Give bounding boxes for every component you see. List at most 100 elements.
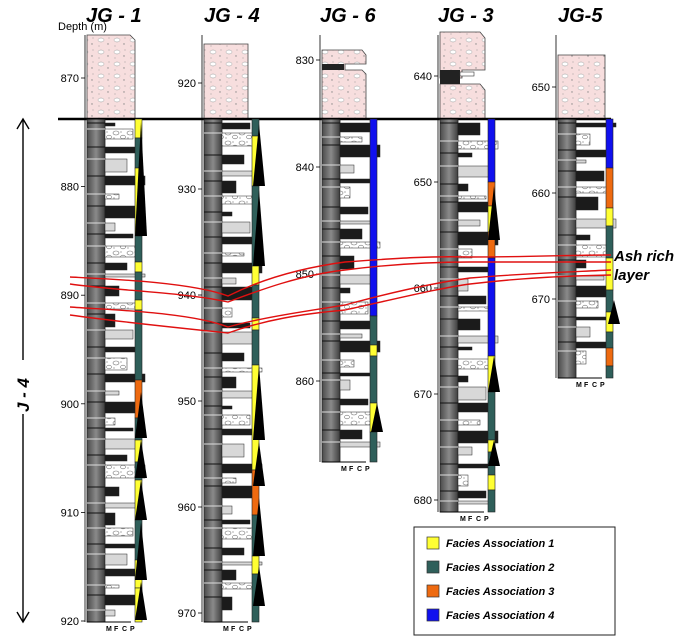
facies-interval [487, 489, 496, 513]
grain-scale-letter: C [592, 382, 597, 389]
depth-tick-label: 840 [296, 162, 314, 174]
grain-scale-letter: P [130, 626, 135, 633]
unit-j4-label: J - 4 [14, 377, 33, 412]
facies-interval [605, 118, 614, 169]
grain-scale-letter: C [357, 466, 362, 473]
well-title-jg4: JG - 4 [204, 5, 260, 27]
grain-scale-letter: P [484, 516, 489, 523]
depth-tick-label: 950 [178, 396, 196, 408]
depth-tick-label: 900 [61, 399, 79, 411]
grain-scale-letter: F [468, 516, 473, 523]
legend-label-fa3: Facies Association 3 [446, 586, 554, 598]
grain-scale-letter: F [349, 466, 354, 473]
facies-interval [487, 257, 496, 357]
fining-upward-triangle [135, 582, 147, 620]
facies-interval [369, 315, 378, 346]
facies-interval [134, 271, 143, 301]
fining-upward-triangle [488, 356, 500, 392]
depth-tick-label: 930 [178, 184, 196, 196]
grain-scale-letter: C [476, 516, 481, 523]
legend-label-fa4: Facies Association 4 [446, 610, 554, 622]
facies-interval [369, 118, 378, 317]
legend-swatch-fa4 [426, 608, 440, 622]
depth-tick-label: 650 [532, 82, 550, 94]
fining-upward-triangle [371, 403, 383, 432]
ash-layer-label-1: Ash rich [613, 248, 674, 265]
facies-interval [605, 365, 614, 379]
fining-upward-triangle [253, 124, 265, 186]
well-column-1: 870 880 890 900 910 920 M F C P [61, 35, 147, 633]
facies-interval [605, 225, 614, 259]
legend-swatch-fa3 [426, 584, 440, 598]
grain-scale-letter: M [576, 382, 582, 389]
fining-upward-triangle [135, 392, 147, 438]
facies-interval [605, 257, 614, 291]
grain-scale-letter: F [231, 626, 236, 633]
depth-tick-label: 660 [532, 188, 550, 200]
fining-upward-triangle [253, 190, 265, 266]
grain-scale-letter: M [460, 516, 466, 523]
legend-label-fa1: Facies Association 1 [446, 538, 554, 550]
facies-interval [487, 391, 496, 441]
facies-interval [134, 309, 143, 381]
well-title-jg1: JG - 1 [86, 5, 142, 27]
depth-tick-label: 870 [61, 73, 79, 85]
fining-upward-triangle [253, 365, 265, 440]
legend-swatch-fa2 [426, 560, 440, 574]
facies-interval [251, 265, 260, 286]
depth-tick-label: 960 [178, 502, 196, 514]
depth-tick-label: 830 [296, 55, 314, 67]
facies-legend: Facies Association 1 Facies Association … [413, 526, 616, 636]
fining-upward-triangle [135, 522, 147, 580]
well-title-jg5: JG-5 [558, 5, 603, 27]
facies-interval [605, 347, 614, 367]
depth-tick-label: 640 [414, 71, 432, 83]
grain-scale-letter: M [341, 466, 347, 473]
grain-scale-letter: M [106, 626, 112, 633]
legend-swatch-fa1 [426, 536, 440, 550]
depth-tick-label: 680 [414, 495, 432, 507]
facies-interval [605, 167, 614, 209]
facies-interval [369, 355, 378, 404]
facies-interval [251, 329, 260, 366]
grain-scale-letter: P [365, 466, 370, 473]
fining-upward-triangle [253, 498, 265, 556]
fining-upward-triangle [135, 440, 147, 478]
overburden-blocks [86, 31, 606, 120]
fining-upward-triangle [488, 186, 500, 240]
depth-tick-label: 880 [61, 182, 79, 194]
fining-upward-triangle [135, 122, 147, 236]
well-title-jg3: JG - 3 [438, 5, 494, 27]
grain-scale-letter: M [223, 626, 229, 633]
fining-upward-triangle [488, 440, 500, 466]
facies-interval [134, 235, 143, 263]
fining-upward-triangle [135, 480, 147, 520]
depth-axis-label: Depth (m) [58, 21, 107, 33]
facies-interval [251, 284, 260, 319]
grain-scale-letter: P [247, 626, 252, 633]
well-column-5: 650 660 670 M F C P [532, 35, 620, 389]
fining-upward-triangle [253, 566, 265, 606]
depth-tick-label: 670 [532, 294, 550, 306]
facies-interval [134, 261, 143, 273]
grain-scale-letter: P [600, 382, 605, 389]
facies-interval [134, 299, 143, 311]
grain-scale-letter: C [239, 626, 244, 633]
depth-tick-label: 970 [178, 608, 196, 620]
depth-tick-label: 650 [414, 177, 432, 189]
fining-upward-triangle [253, 442, 265, 486]
depth-tick-label: 920 [61, 616, 79, 628]
depth-tick-label: 860 [296, 376, 314, 388]
legend-label-fa2: Facies Association 2 [446, 562, 554, 574]
depth-tick-label: 910 [61, 507, 79, 519]
facies-interval [369, 431, 378, 463]
facies-interval [369, 344, 378, 357]
facies-interval [251, 118, 260, 137]
facies-interval [605, 331, 614, 349]
facies-interval [487, 474, 496, 491]
facies-interval [605, 207, 614, 227]
